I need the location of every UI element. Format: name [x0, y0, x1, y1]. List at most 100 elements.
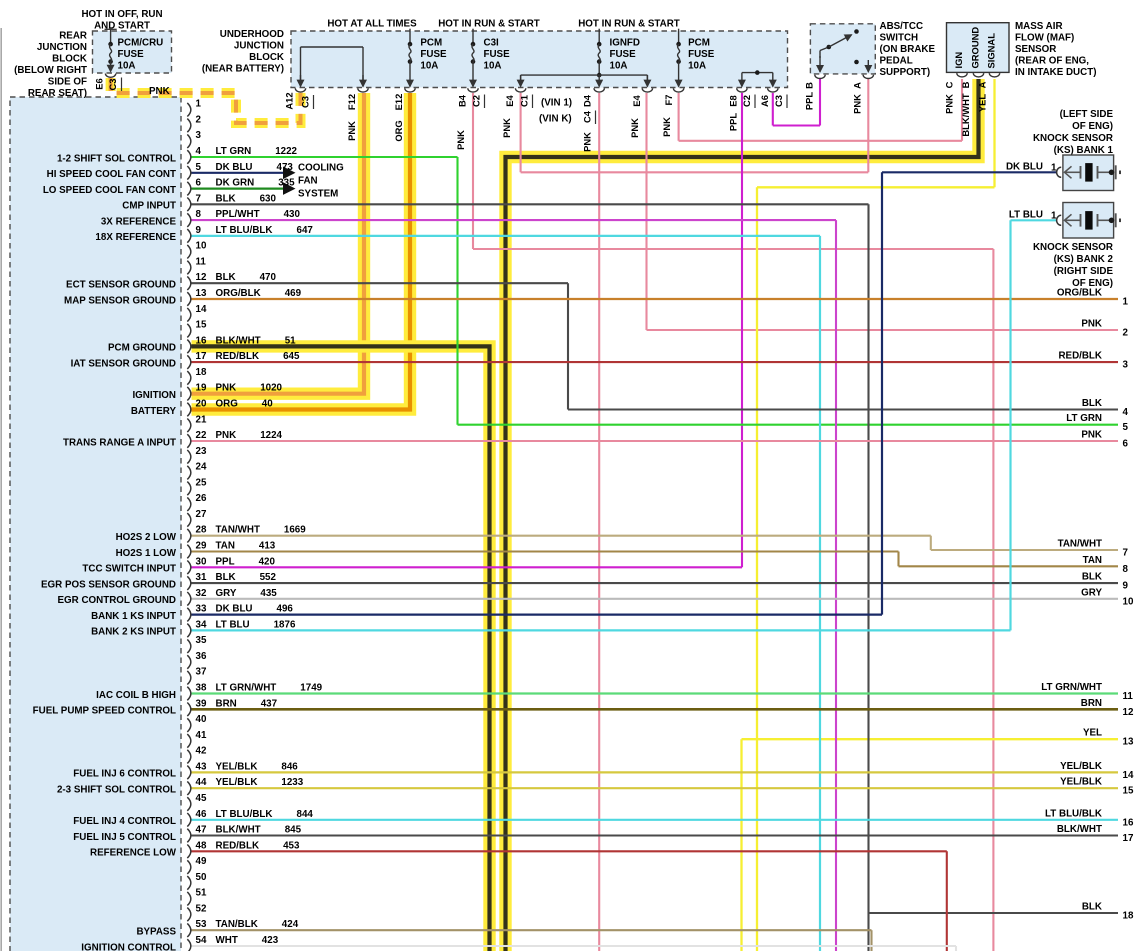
svg-text:470: 470: [260, 272, 277, 283]
svg-text:30: 30: [196, 556, 207, 567]
svg-text:YEL: YEL: [977, 94, 988, 113]
svg-text:47: 47: [196, 825, 207, 836]
svg-text:1020: 1020: [260, 383, 282, 394]
svg-text:11: 11: [1123, 691, 1134, 702]
svg-text:C3: C3: [300, 96, 311, 108]
svg-text:46: 46: [196, 809, 207, 820]
svg-text:BLOCK: BLOCK: [52, 54, 87, 65]
svg-text:9: 9: [196, 225, 202, 236]
svg-text:HO2S 2 LOW: HO2S 2 LOW: [116, 532, 177, 543]
svg-text:10: 10: [196, 241, 207, 252]
svg-text:18X REFERENCE: 18X REFERENCE: [95, 232, 176, 243]
svg-text:B: B: [804, 82, 815, 89]
svg-text:C1: C1: [519, 95, 530, 107]
svg-text:BLK: BLK: [216, 272, 236, 283]
svg-text:1233: 1233: [281, 777, 303, 788]
svg-text:E4: E4: [504, 94, 515, 106]
svg-text:BLK: BLK: [1082, 902, 1102, 913]
svg-text:E6: E6: [94, 78, 105, 89]
svg-text:IGNFD: IGNFD: [610, 38, 640, 49]
svg-text:BATTERY: BATTERY: [131, 406, 177, 417]
svg-text:BRN: BRN: [1081, 698, 1102, 709]
svg-text:FUSE: FUSE: [688, 49, 715, 60]
svg-text:413: 413: [259, 541, 276, 552]
svg-text:TAN/WHT: TAN/WHT: [1058, 539, 1102, 550]
svg-text:1222: 1222: [275, 146, 297, 157]
svg-text:2: 2: [1123, 328, 1129, 339]
svg-text:PNK: PNK: [582, 132, 593, 152]
svg-text:10A: 10A: [420, 61, 438, 72]
svg-text:5: 5: [1123, 422, 1129, 433]
svg-text:EGR POS SENSOR GROUND: EGR POS SENSOR GROUND: [41, 579, 176, 590]
svg-text:ORG/BLK: ORG/BLK: [216, 288, 261, 299]
svg-text:FAN: FAN: [298, 176, 318, 187]
svg-text:FUSE: FUSE: [484, 49, 511, 60]
svg-text:(REAR OF ENG,: (REAR OF ENG,: [1015, 56, 1089, 67]
svg-text:20: 20: [196, 399, 207, 410]
svg-text:1224: 1224: [260, 430, 282, 441]
svg-text:(LEFT SIDE: (LEFT SIDE: [1060, 109, 1114, 120]
svg-text:2-3 SHIFT SOL CONTROL: 2-3 SHIFT SOL CONTROL: [57, 785, 176, 796]
svg-text:BLK: BLK: [1082, 398, 1102, 409]
svg-text:LT GRN/WHT: LT GRN/WHT: [1041, 682, 1102, 693]
svg-text:TAN/WHT: TAN/WHT: [216, 525, 260, 536]
svg-text:HOT IN RUN & START: HOT IN RUN & START: [438, 19, 540, 30]
svg-text:54: 54: [196, 935, 207, 946]
svg-text:50: 50: [196, 872, 207, 883]
svg-text:PNK: PNK: [661, 117, 672, 137]
svg-text:18: 18: [1123, 911, 1134, 922]
svg-text:423: 423: [262, 935, 279, 946]
svg-text:BLK/WHT: BLK/WHT: [960, 93, 971, 136]
svg-text:BLK/WHT: BLK/WHT: [216, 825, 261, 836]
svg-text:HOT IN RUN & START: HOT IN RUN & START: [578, 19, 680, 30]
svg-text:C: C: [944, 81, 955, 88]
svg-text:49: 49: [196, 856, 207, 867]
svg-text:CMP INPUT: CMP INPUT: [122, 201, 176, 212]
svg-text:18: 18: [196, 367, 207, 378]
svg-text:RED/BLK: RED/BLK: [216, 351, 260, 362]
svg-text:B4: B4: [457, 94, 468, 107]
svg-text:E8: E8: [728, 95, 739, 106]
svg-text:ORG/BLK: ORG/BLK: [1057, 288, 1102, 299]
svg-text:37: 37: [196, 667, 207, 678]
svg-text:BYPASS: BYPASS: [136, 927, 176, 938]
svg-text:ABS/TCC: ABS/TCC: [880, 21, 924, 32]
svg-text:10A: 10A: [118, 61, 136, 72]
svg-text:453: 453: [283, 840, 300, 851]
svg-text:15: 15: [196, 320, 207, 331]
svg-text:469: 469: [285, 288, 302, 299]
svg-text:12: 12: [1123, 707, 1134, 718]
svg-text:10A: 10A: [610, 61, 628, 72]
svg-text:PNK: PNK: [1081, 319, 1102, 330]
svg-text:22: 22: [196, 430, 207, 441]
svg-text:33: 33: [196, 604, 207, 615]
svg-text:15: 15: [1123, 786, 1134, 797]
svg-text:PPL: PPL: [216, 556, 235, 567]
svg-text:PPL/WHT: PPL/WHT: [216, 209, 260, 220]
svg-text:SENSOR: SENSOR: [1015, 44, 1056, 55]
svg-text:SIDE OF: SIDE OF: [48, 77, 87, 88]
svg-text:IGNITION: IGNITION: [132, 390, 176, 401]
svg-text:HOT AT ALL TIMES: HOT AT ALL TIMES: [327, 19, 417, 30]
svg-text:8: 8: [196, 209, 202, 220]
svg-text:PNK: PNK: [629, 118, 640, 138]
svg-text:38: 38: [196, 683, 207, 694]
svg-text:TAN: TAN: [1083, 555, 1102, 566]
svg-text:YEL/BLK: YEL/BLK: [216, 777, 258, 788]
svg-text:REAR: REAR: [59, 31, 87, 42]
svg-text:335: 335: [278, 178, 295, 189]
svg-text:(NEAR BATTERY): (NEAR BATTERY): [202, 64, 284, 75]
svg-text:PCM: PCM: [688, 38, 710, 49]
svg-text:FLOW (MAF): FLOW (MAF): [1015, 33, 1074, 44]
svg-text:LT GRN: LT GRN: [1066, 413, 1102, 424]
svg-text:C4: C4: [582, 110, 593, 123]
svg-text:DK BLU: DK BLU: [216, 162, 253, 173]
svg-text:28: 28: [196, 525, 207, 536]
svg-text:PPL: PPL: [804, 92, 815, 111]
svg-text:LT BLU: LT BLU: [216, 619, 250, 630]
svg-text:A12: A12: [284, 92, 295, 109]
svg-text:(KS) BANK 2: (KS) BANK 2: [1054, 254, 1114, 265]
svg-text:FUEL PUMP SPEED CONTROL: FUEL PUMP SPEED CONTROL: [33, 706, 176, 717]
svg-text:SWITCH: SWITCH: [880, 33, 919, 44]
svg-text:26: 26: [196, 493, 207, 504]
